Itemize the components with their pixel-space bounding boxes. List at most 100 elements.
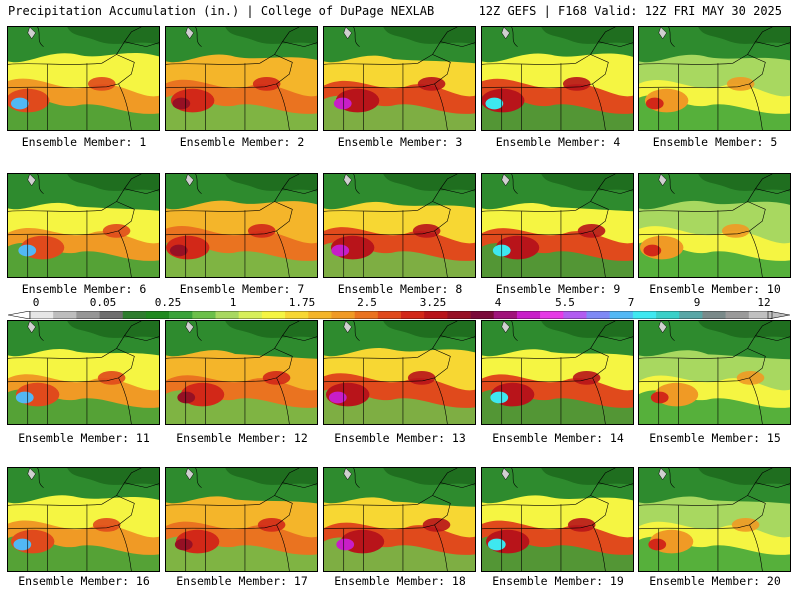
ensemble-member-map [481, 467, 634, 572]
legend-tick-label: 0.25 [154, 296, 182, 309]
ensemble-member-label: Ensemble Member: 10 [649, 282, 781, 296]
ensemble-member-map [7, 173, 160, 278]
precip-map-graphic [324, 27, 475, 130]
colorbar-swatch [122, 311, 147, 319]
ensemble-member-label: Ensemble Member: 5 [652, 135, 778, 149]
colorbar-swatch [563, 311, 587, 319]
colorbar-swatch [748, 311, 773, 319]
precip-map-graphic [482, 174, 633, 277]
colorbar-swatch [169, 311, 193, 319]
legend-tick-label: 0 [32, 296, 40, 309]
colorbar-swatch [447, 311, 471, 319]
legend-tick-label: 5.5 [555, 296, 575, 309]
ensemble-member-map [323, 320, 476, 425]
ensemble-member-map [481, 26, 634, 131]
colorbar-outline [29, 311, 773, 319]
colorbar-swatch [540, 311, 564, 319]
ensemble-member-map [323, 26, 476, 131]
colorbar-swatch [354, 311, 379, 319]
ensemble-member-label: Ensemble Member: 20 [649, 574, 781, 588]
ensemble-member-label: Ensemble Member: 8 [337, 282, 463, 296]
ensemble-member-map [638, 467, 791, 572]
chart-title: Precipitation Accumulation (in.) | Colle… [8, 4, 435, 18]
precip-map-graphic [166, 321, 317, 424]
ensemble-member-map [7, 467, 160, 572]
colorbar-swatch [53, 311, 77, 319]
precip-map-graphic [639, 468, 790, 571]
colorbar-swatch [401, 311, 425, 319]
precip-map-graphic [8, 27, 159, 130]
ensemble-member-map [638, 320, 791, 425]
colorbar-swatch [30, 311, 54, 319]
precip-map-graphic [482, 27, 633, 130]
ensemble-member-map [481, 320, 634, 425]
colorbar-swatch [586, 311, 610, 319]
precip-map-graphic [8, 468, 159, 571]
ensemble-member-label: Ensemble Member: 7 [179, 282, 305, 296]
colorbar-swatch [215, 311, 239, 319]
ensemble-member-map [638, 26, 791, 131]
legend-tick-label: 2.5 [357, 296, 377, 309]
legend-tick-label: 7 [627, 296, 635, 309]
legend-tick-label: 1 [229, 296, 237, 309]
ensemble-member-label: Ensemble Member: 18 [334, 574, 466, 588]
precip-map-graphic [8, 174, 159, 277]
legend-tick-label: 9 [693, 296, 701, 309]
colorbar-swatch [261, 311, 286, 319]
ensemble-member-map [323, 467, 476, 572]
ensemble-member-label: Ensemble Member: 19 [492, 574, 624, 588]
ensemble-member-label: Ensemble Member: 12 [176, 431, 308, 445]
colorbar-swatch [308, 311, 332, 319]
precip-map-graphic [166, 27, 317, 130]
ensemble-member-label: Ensemble Member: 17 [176, 574, 308, 588]
precip-map-graphic [482, 468, 633, 571]
colorbar-swatch [424, 311, 448, 319]
legend-tick-label: 0.05 [89, 296, 117, 309]
ensemble-member-label: Ensemble Member: 9 [495, 282, 621, 296]
legend-tick-label: 1.75 [288, 296, 316, 309]
ensemble-member-map [481, 173, 634, 278]
color-scale-legend: 0 0.05 0.25 1 1.75 2.5 3.25 4 5.5 7 9 12 [0, 296, 800, 320]
legend-tick-label: 4 [494, 296, 502, 309]
colorbar-swatch [702, 311, 726, 319]
ensemble-member-map [7, 26, 160, 131]
colorbar-min-arrow [8, 311, 31, 319]
ensemble-member-label: Ensemble Member: 13 [334, 431, 466, 445]
precip-map-graphic [324, 468, 475, 571]
ensemble-member-label: Ensemble Member: 1 [21, 135, 147, 149]
colorbar-swatch [632, 311, 657, 319]
precip-map-graphic [166, 174, 317, 277]
ensemble-member-map [165, 26, 318, 131]
legend-tick-label: 12 [757, 296, 771, 309]
colorbar-swatch [679, 311, 703, 319]
color-bar [8, 311, 790, 319]
precip-map-graphic [324, 321, 475, 424]
precip-map-graphic [166, 468, 317, 571]
ensemble-member-map [165, 467, 318, 572]
precip-map-graphic [639, 27, 790, 130]
colorbar-swatch [609, 311, 634, 319]
ensemble-member-label: Ensemble Member: 14 [492, 431, 624, 445]
ensemble-member-label: Ensemble Member: 3 [337, 135, 463, 149]
ensemble-member-label: Ensemble Member: 4 [495, 135, 621, 149]
precip-map-graphic [639, 321, 790, 424]
colorbar-swatch [516, 311, 541, 319]
colorbar-swatch [725, 311, 750, 319]
colorbar-max-arrow [767, 311, 790, 319]
model-run-info: 12Z GEFS | F168 Valid: 12Z FRI MAY 30 20… [478, 4, 782, 18]
colorbar-swatch [377, 311, 402, 319]
ensemble-member-map [165, 173, 318, 278]
colorbar-swatch [76, 311, 100, 319]
ensemble-member-map [638, 173, 791, 278]
precip-map-graphic [482, 321, 633, 424]
ensemble-member-map [165, 320, 318, 425]
colorbar-swatch [285, 311, 309, 319]
precip-map-graphic [8, 321, 159, 424]
ensemble-member-label: Ensemble Member: 6 [21, 282, 147, 296]
ensemble-member-map [7, 320, 160, 425]
colorbar-swatch [656, 311, 680, 319]
ensemble-member-label: Ensemble Member: 15 [649, 431, 781, 445]
colorbar-swatch [99, 311, 124, 319]
precip-map-graphic [639, 174, 790, 277]
colorbar-swatch [470, 311, 495, 319]
